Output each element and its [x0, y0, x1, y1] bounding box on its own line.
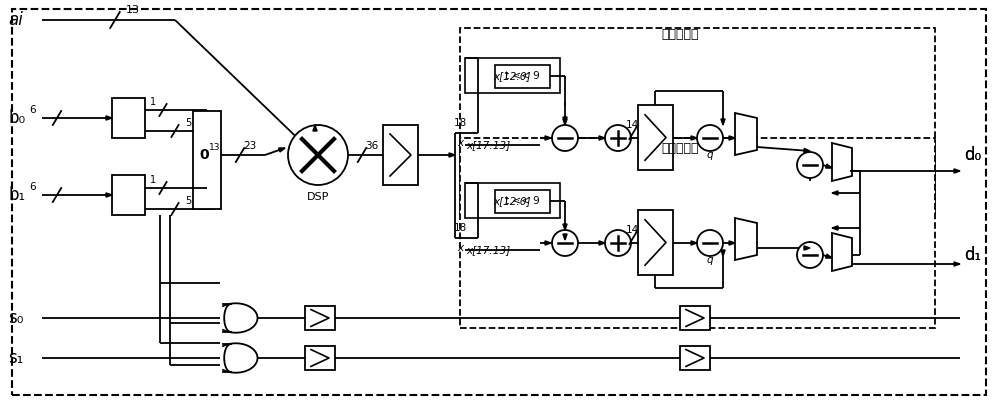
Text: d₀: d₀: [964, 146, 981, 164]
Polygon shape: [449, 153, 455, 157]
Polygon shape: [545, 241, 551, 245]
Polygon shape: [279, 148, 285, 152]
Bar: [305, 346, 335, 370]
Text: x: x: [457, 243, 463, 253]
Text: 模约减单元: 模约减单元: [661, 141, 699, 154]
Text: 14: 14: [625, 120, 639, 130]
Polygon shape: [691, 241, 697, 245]
Polygon shape: [735, 218, 757, 260]
Text: 5: 5: [185, 196, 191, 206]
Text: d₀: d₀: [964, 146, 981, 164]
Polygon shape: [832, 191, 838, 195]
Text: q: q: [707, 150, 713, 160]
Polygon shape: [691, 136, 697, 140]
Text: x: x: [457, 138, 463, 148]
Text: 18: 18: [453, 223, 467, 233]
Text: 5: 5: [185, 118, 191, 128]
Text: 6: 6: [30, 182, 36, 192]
Bar: [465, 183, 560, 218]
Circle shape: [552, 230, 578, 256]
Polygon shape: [721, 250, 725, 256]
Text: d₁: d₁: [964, 246, 981, 264]
Polygon shape: [729, 241, 735, 245]
Polygon shape: [599, 241, 605, 245]
Circle shape: [605, 230, 631, 256]
Polygon shape: [832, 233, 852, 271]
Polygon shape: [599, 136, 605, 140]
Circle shape: [697, 125, 723, 151]
Polygon shape: [563, 234, 567, 240]
Text: x[12:0]: x[12:0]: [493, 71, 531, 81]
Circle shape: [288, 125, 348, 185]
Polygon shape: [721, 119, 725, 125]
Polygon shape: [729, 136, 735, 140]
Text: ai: ai: [8, 11, 23, 29]
Bar: [495, 190, 550, 213]
Text: 18: 18: [453, 118, 467, 128]
Polygon shape: [826, 254, 832, 258]
Text: b₁: b₁: [8, 186, 25, 204]
Text: x[12:0]: x[12:0]: [493, 196, 531, 206]
Circle shape: [797, 242, 823, 268]
Text: 13: 13: [209, 143, 221, 152]
Text: s₀: s₀: [8, 309, 24, 327]
Polygon shape: [106, 193, 112, 197]
Bar: [638, 105, 673, 170]
Bar: [305, 306, 335, 330]
Text: d₁: d₁: [964, 246, 981, 264]
Polygon shape: [832, 143, 852, 181]
Text: x[17:13]: x[17:13]: [466, 245, 510, 255]
Text: 1: 1: [150, 97, 156, 107]
Polygon shape: [313, 125, 317, 131]
Text: s₁: s₁: [8, 349, 23, 367]
Polygon shape: [954, 262, 960, 266]
Bar: [112, 98, 145, 138]
Polygon shape: [804, 148, 810, 153]
Text: 6: 6: [30, 105, 36, 115]
Polygon shape: [735, 113, 757, 155]
Bar: [465, 58, 560, 93]
Polygon shape: [563, 224, 567, 230]
Circle shape: [605, 125, 631, 151]
Text: 模约减单元: 模约减单元: [661, 29, 699, 42]
Text: q: q: [707, 255, 713, 265]
Text: 14: 14: [625, 225, 639, 235]
Bar: [495, 65, 550, 88]
Text: t << 9: t << 9: [505, 71, 539, 81]
Bar: [680, 306, 710, 330]
Bar: [383, 125, 418, 185]
Text: b₀: b₀: [8, 109, 25, 127]
Text: 0: 0: [199, 148, 209, 162]
Text: 1: 1: [150, 175, 156, 185]
Circle shape: [697, 230, 723, 256]
Text: 23: 23: [243, 141, 257, 151]
Circle shape: [797, 152, 823, 178]
Bar: [193, 111, 221, 209]
Bar: [460, 138, 935, 328]
Text: t << 9: t << 9: [505, 196, 539, 206]
Circle shape: [552, 125, 578, 151]
Bar: [460, 28, 935, 218]
Polygon shape: [563, 117, 567, 123]
Text: 36: 36: [365, 141, 379, 151]
Text: DSP: DSP: [307, 192, 329, 202]
Polygon shape: [563, 119, 567, 125]
Polygon shape: [832, 226, 838, 230]
Polygon shape: [545, 136, 551, 140]
Text: 13: 13: [126, 5, 140, 15]
Bar: [638, 210, 673, 275]
Bar: [680, 346, 710, 370]
Polygon shape: [826, 164, 832, 168]
Bar: [112, 175, 145, 215]
Text: x[17:13]: x[17:13]: [466, 140, 510, 150]
Polygon shape: [106, 116, 112, 120]
Polygon shape: [954, 169, 960, 173]
Polygon shape: [804, 246, 810, 250]
